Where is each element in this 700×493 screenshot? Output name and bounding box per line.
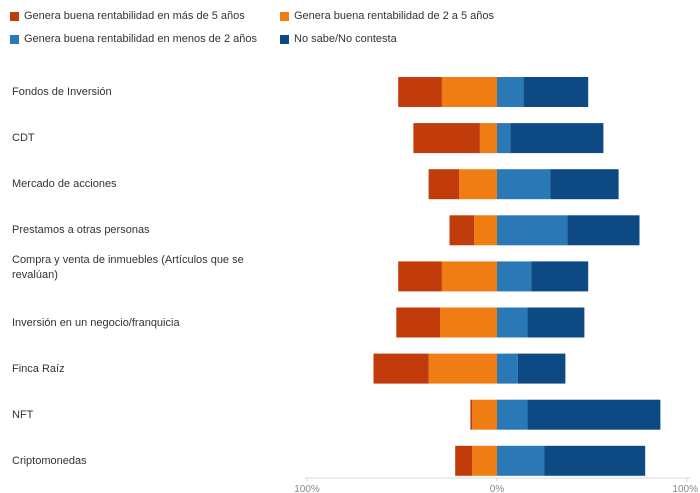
bar-segment — [428, 353, 497, 384]
legend-swatch — [10, 11, 19, 21]
legend-swatch — [280, 34, 289, 44]
legend-item: No sabe/No contesta — [280, 33, 397, 45]
bar-segment — [474, 215, 497, 246]
legend-item: Genera buena rentabilidad en menos de 2 … — [10, 33, 257, 45]
category-label: Fondos de Inversión — [12, 86, 112, 98]
bar-segment — [373, 353, 429, 384]
bar-segment — [470, 399, 473, 430]
bar-segment — [517, 353, 566, 384]
bar-segment — [497, 307, 528, 338]
x-tick-label: 100% — [672, 484, 698, 493]
bar-segment — [455, 445, 473, 476]
bar-segment — [441, 77, 497, 107]
bar-segment — [472, 399, 497, 430]
legend-item: Genera buena rentabilidad de 2 a 5 años — [280, 10, 494, 22]
legend-swatch — [10, 34, 19, 44]
category-label: Finca Raíz — [12, 362, 65, 375]
bar-segment — [544, 445, 646, 476]
bar-segment — [449, 215, 475, 246]
legend-label: Genera buena rentabilidad en menos de 2 … — [24, 33, 258, 45]
bar-segment — [497, 215, 568, 246]
bar-segment — [398, 77, 442, 107]
category-label: NFT — [12, 408, 34, 421]
bar-segment — [527, 399, 661, 430]
legend-item: Genera buena rentabilidad en más de 5 añ… — [10, 10, 245, 22]
bar-segment — [441, 261, 497, 292]
x-tick-label: 0% — [490, 484, 505, 493]
bar-segment — [531, 261, 589, 292]
category-label: CDT — [12, 132, 35, 145]
category-label: Compra y venta de inmuebles (Artículos q… — [12, 254, 244, 282]
bar-segment — [459, 169, 497, 200]
bar-segment — [497, 261, 532, 292]
bar-segment — [428, 169, 459, 200]
bar-segment — [527, 307, 585, 338]
bar-segment — [497, 169, 551, 200]
bar-segment — [398, 261, 442, 292]
bar-segment — [523, 77, 589, 107]
bar-segment — [497, 399, 528, 430]
bar-segment — [550, 169, 619, 200]
legend-label: Genera buena rentabilidad en más de 5 añ… — [24, 10, 245, 22]
bar-segment — [510, 123, 604, 154]
bar-segment — [440, 307, 497, 338]
legend-label: Genera buena rentabilidad de 2 a 5 años — [294, 10, 494, 22]
bar-segment — [396, 307, 440, 338]
legend-label: No sabe/No contesta — [294, 33, 397, 45]
bar-segment — [479, 123, 497, 154]
category-label: Criptomonedas — [12, 454, 87, 467]
bar-segment — [413, 123, 480, 154]
bar-segment — [497, 123, 511, 154]
bar-segment — [567, 215, 640, 246]
category-label: Mercado de acciones — [12, 178, 117, 191]
bar-segment — [497, 445, 545, 476]
bar-segment — [497, 353, 518, 384]
bar-segment — [497, 77, 524, 107]
x-tick-label: 100% — [294, 484, 320, 493]
category-label: Prestamos a otras personas — [12, 224, 150, 237]
bar-segment — [472, 445, 497, 476]
category-label: Inversión en un negocio/franquicia — [12, 316, 180, 329]
legend-swatch — [280, 11, 289, 21]
